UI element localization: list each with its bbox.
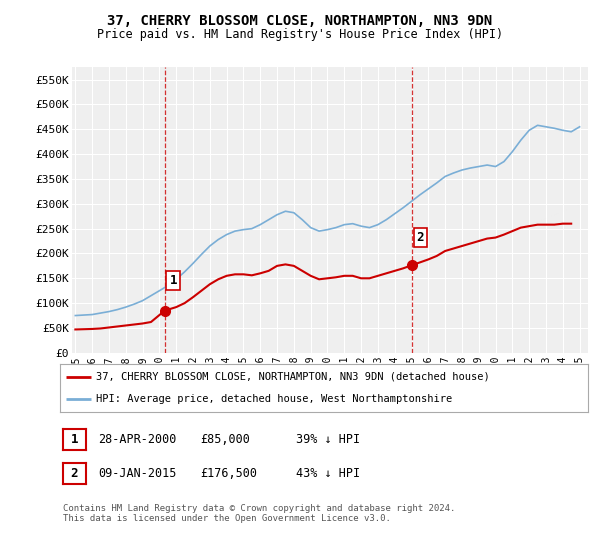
Text: £176,500: £176,500 <box>200 466 257 480</box>
Text: £85,000: £85,000 <box>200 433 250 446</box>
Text: 2: 2 <box>71 466 78 480</box>
Text: 2: 2 <box>416 231 424 244</box>
Text: 37, CHERRY BLOSSOM CLOSE, NORTHAMPTON, NN3 9DN: 37, CHERRY BLOSSOM CLOSE, NORTHAMPTON, N… <box>107 14 493 28</box>
Text: HPI: Average price, detached house, West Northamptonshire: HPI: Average price, detached house, West… <box>96 394 452 404</box>
Text: 09-JAN-2015: 09-JAN-2015 <box>98 466 176 480</box>
Text: Price paid vs. HM Land Registry's House Price Index (HPI): Price paid vs. HM Land Registry's House … <box>97 28 503 41</box>
Text: 43% ↓ HPI: 43% ↓ HPI <box>296 466 360 480</box>
Text: 39% ↓ HPI: 39% ↓ HPI <box>296 433 360 446</box>
Text: 1: 1 <box>71 433 78 446</box>
Text: 37, CHERRY BLOSSOM CLOSE, NORTHAMPTON, NN3 9DN (detached house): 37, CHERRY BLOSSOM CLOSE, NORTHAMPTON, N… <box>96 372 490 382</box>
Text: 1: 1 <box>169 274 177 287</box>
Text: Contains HM Land Registry data © Crown copyright and database right 2024.
This d: Contains HM Land Registry data © Crown c… <box>63 504 455 524</box>
Text: 28-APR-2000: 28-APR-2000 <box>98 433 176 446</box>
